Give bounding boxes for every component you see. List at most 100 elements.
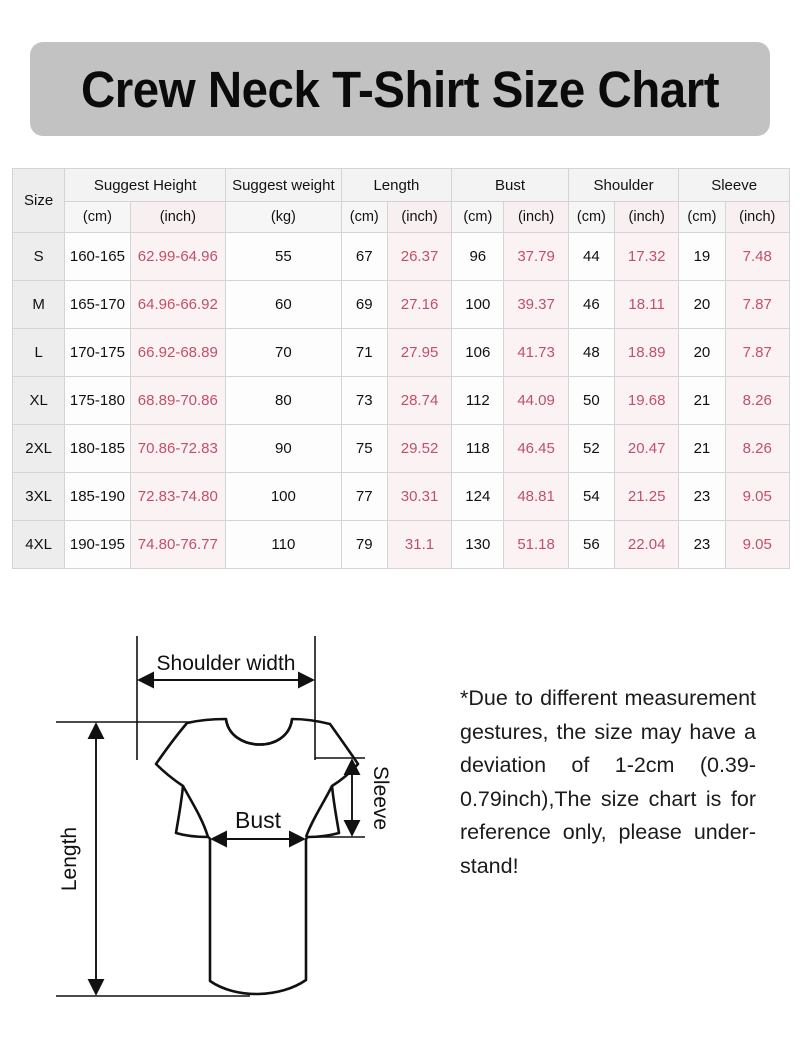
cell-height-cm: 180-185 xyxy=(64,424,131,473)
bust-label: Bust xyxy=(235,807,282,833)
cell-height-inch: 74.80-76.77 xyxy=(129,520,227,569)
unit-header-bust-cm: (cm) xyxy=(451,201,505,233)
cell-height-inch: 62.99-64.96 xyxy=(129,232,227,281)
cell-size: S xyxy=(11,232,66,281)
cell-bust-cm: 124 xyxy=(451,472,505,521)
cell-shoulder-cm: 56 xyxy=(567,520,615,569)
cell-bust-cm: 100 xyxy=(451,280,505,329)
cell-sleeve-inch: 8.26 xyxy=(724,424,791,473)
table-row: 2XL 180-185 70.86-72.83 90 75 29.52 118 46.45 52… xyxy=(11,424,791,473)
cell-bust-cm: 112 xyxy=(451,376,505,425)
cell-weight-kg: 70 xyxy=(225,328,342,377)
tshirt-measurement-diagram: Shoulder width Length Bust Sleeve xyxy=(40,628,440,1040)
cell-height-cm: 165-170 xyxy=(64,280,131,329)
cell-bust-inch: 37.79 xyxy=(503,232,569,281)
cell-sleeve-cm: 23 xyxy=(678,472,726,521)
cell-height-cm: 160-165 xyxy=(64,232,131,281)
unit-header-length-inch: (inch) xyxy=(386,201,453,233)
table-row: 3XL 185-190 72.83-74.80 100 77 30.31 124 48.81 5… xyxy=(11,472,791,521)
cell-weight-kg: 100 xyxy=(225,472,342,521)
cell-sleeve-inch: 9.05 xyxy=(724,520,791,569)
tshirt-right-sleeve-seam xyxy=(304,785,334,838)
cell-sleeve-cm: 23 xyxy=(678,520,726,569)
shoulder-width-label: Shoulder width xyxy=(157,652,296,675)
cell-sleeve-cm: 20 xyxy=(678,328,726,377)
cell-length-cm: 79 xyxy=(340,520,388,569)
size-chart-table-container: Size Suggest Height Suggest weight Lengt… xyxy=(11,168,791,569)
cell-size: M xyxy=(11,280,66,329)
cell-length-cm: 69 xyxy=(340,280,388,329)
cell-height-inch: 68.89-70.86 xyxy=(129,376,227,425)
cell-length-inch: 26.37 xyxy=(386,232,453,281)
column-header-sleeve: Sleeve xyxy=(678,168,790,202)
measurement-disclaimer-note: *Due to different mea­surement gestures,… xyxy=(460,686,756,878)
cell-sleeve-inch: 7.87 xyxy=(724,328,791,377)
cell-size: L xyxy=(11,328,66,377)
cell-shoulder-inch: 18.89 xyxy=(613,328,680,377)
cell-shoulder-cm: 52 xyxy=(567,424,615,473)
unit-header-height-inch: (inch) xyxy=(129,201,227,233)
cell-length-inch: 28.74 xyxy=(386,376,453,425)
cell-sleeve-inch: 9.05 xyxy=(724,472,791,521)
cell-shoulder-cm: 48 xyxy=(567,328,615,377)
cell-height-inch: 70.86-72.83 xyxy=(129,424,227,473)
cell-length-cm: 67 xyxy=(340,232,388,281)
cell-height-cm: 185-190 xyxy=(64,472,131,521)
cell-weight-kg: 110 xyxy=(225,520,342,569)
cell-weight-kg: 90 xyxy=(225,424,342,473)
cell-sleeve-inch: 8.26 xyxy=(724,376,791,425)
unit-header-weight-kg: (kg) xyxy=(225,201,342,233)
cell-shoulder-cm: 46 xyxy=(567,280,615,329)
cell-length-cm: 73 xyxy=(340,376,388,425)
cell-height-cm: 170-175 xyxy=(64,328,131,377)
table-row: M 165-170 64.96-66.92 60 69 27.16 100 39.37 46 18… xyxy=(11,280,791,329)
cell-length-inch: 27.16 xyxy=(386,280,453,329)
column-header-suggest-weight: Suggest weight xyxy=(225,168,342,202)
table-row: L 170-175 66.92-68.89 70 71 27.95 106 41.73 48 18… xyxy=(11,328,791,377)
cell-sleeve-cm: 21 xyxy=(678,424,726,473)
cell-bust-inch: 46.45 xyxy=(503,424,569,473)
cell-height-inch: 64.96-66.92 xyxy=(129,280,227,329)
tshirt-outline-shape xyxy=(154,717,360,996)
cell-bust-cm: 106 xyxy=(451,328,505,377)
cell-weight-kg: 60 xyxy=(225,280,342,329)
unit-header-sleeve-cm: (cm) xyxy=(678,201,726,233)
table-row: 4XL 190-195 74.80-76.77 110 79 31.1 130 51.18 56… xyxy=(11,520,791,569)
cell-shoulder-cm: 44 xyxy=(567,232,615,281)
cell-sleeve-inch: 7.87 xyxy=(724,280,791,329)
cell-length-inch: 31.1 xyxy=(386,520,453,569)
cell-sleeve-cm: 20 xyxy=(678,280,726,329)
cell-length-inch: 27.95 xyxy=(386,328,453,377)
column-header-shoulder: Shoulder xyxy=(567,168,680,202)
cell-bust-cm: 118 xyxy=(451,424,505,473)
page-title: Crew Neck T-Shirt Size Chart xyxy=(80,60,720,118)
cell-height-cm: 190-195 xyxy=(64,520,131,569)
cell-length-inch: 29.52 xyxy=(386,424,453,473)
cell-shoulder-cm: 54 xyxy=(567,472,615,521)
cell-sleeve-cm: 21 xyxy=(678,376,726,425)
unit-header-sleeve-inch: (inch) xyxy=(724,201,791,233)
unit-header-length-cm: (cm) xyxy=(340,201,388,233)
unit-header-shoulder-cm: (cm) xyxy=(567,201,615,233)
table-header-row-units: (cm) (inch) (kg) (cm) (inch) (cm) (inch)… xyxy=(13,201,791,233)
size-chart-table: Size Suggest Height Suggest weight Lengt… xyxy=(11,168,791,569)
cell-bust-inch: 48.81 xyxy=(503,472,569,521)
cell-shoulder-cm: 50 xyxy=(567,376,615,425)
tshirt-neckline-shape xyxy=(224,718,294,746)
cell-length-cm: 77 xyxy=(340,472,388,521)
cell-bust-inch: 39.37 xyxy=(503,280,569,329)
cell-weight-kg: 80 xyxy=(225,376,342,425)
tshirt-left-sleeve-seam xyxy=(181,785,210,838)
table-body: S 160-165 62.99-64.96 55 67 26.37 96 37.79 44 17.… xyxy=(11,232,791,569)
cell-shoulder-inch: 21.25 xyxy=(613,472,680,521)
cell-length-cm: 75 xyxy=(340,424,388,473)
cell-bust-inch: 44.09 xyxy=(503,376,569,425)
cell-sleeve-cm: 19 xyxy=(678,232,726,281)
cell-shoulder-inch: 18.11 xyxy=(613,280,680,329)
sleeve-label: Sleeve xyxy=(369,766,392,830)
cell-bust-inch: 41.73 xyxy=(503,328,569,377)
cell-size: 4XL xyxy=(11,520,66,569)
cell-bust-inch: 51.18 xyxy=(503,520,569,569)
cell-size: 3XL xyxy=(11,472,66,521)
title-banner: Crew Neck T-Shirt Size Chart xyxy=(30,42,770,136)
